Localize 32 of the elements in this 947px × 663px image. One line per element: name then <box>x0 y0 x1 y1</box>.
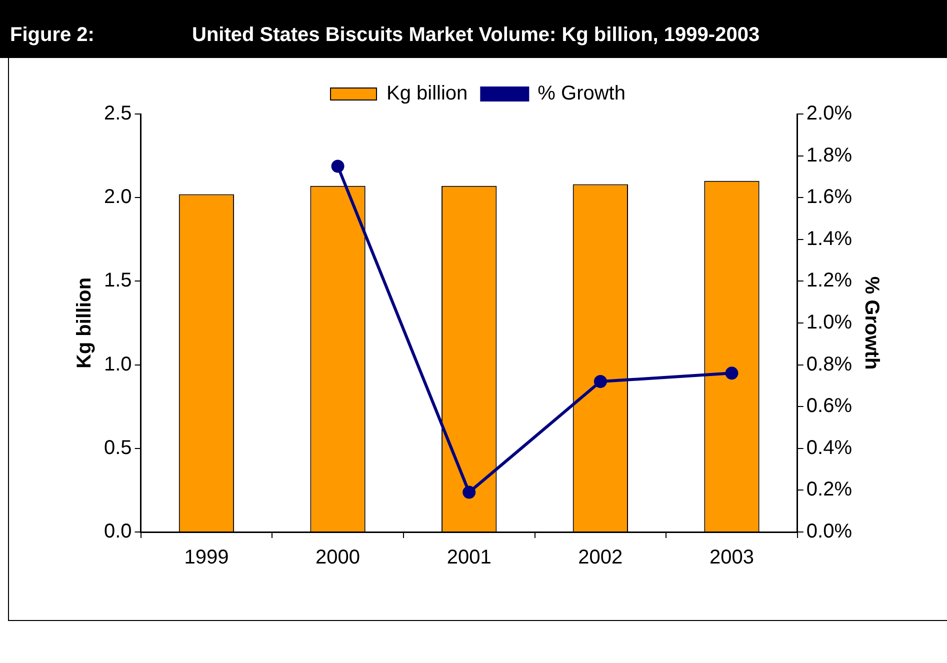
y2-tick-label: 0.8% <box>806 353 852 376</box>
caption: Figure 2: <box>10 24 94 47</box>
y2-tick-label: 0.4% <box>806 436 852 459</box>
point <box>462 486 476 499</box>
y2-tick-label: 1.8% <box>806 144 852 166</box>
point <box>594 375 607 388</box>
legend-label: % Growth <box>538 82 626 105</box>
point <box>725 366 738 380</box>
chart-title: United States Biscuits Market Volume: Kg billion, 1999-2003 <box>192 24 760 47</box>
y2-tick-label: 0.6% <box>806 395 852 418</box>
y-tick-label: 2.5 <box>104 102 132 125</box>
y-tick-label: 2.0 <box>104 186 132 208</box>
y-tick-label: 0.0 <box>104 520 132 543</box>
y2-tick-label: 1.4% <box>806 228 852 250</box>
y2-tick-label: 2.0% <box>806 102 852 125</box>
y-axis-title: Kg billion <box>74 277 96 369</box>
point <box>331 160 344 173</box>
x-tick-label: 2002 <box>578 546 623 569</box>
y-tick-label: 1.0 <box>104 353 132 376</box>
y-tick-label: 1.5 <box>104 270 132 292</box>
x-tick-label: 2001 <box>446 546 492 569</box>
x-tick-label: 2000 <box>316 546 360 569</box>
y2-tick-label: 0.2% <box>806 478 852 501</box>
y2-tick-label: 1.2% <box>806 270 852 292</box>
y-tick-label: 0.5 <box>104 436 132 459</box>
x-tick-label: 1999 <box>184 546 229 569</box>
x-tick-label: 2003 <box>710 546 754 569</box>
legend-label: Kg billion <box>386 82 468 105</box>
y2-tick-label: 0.0% <box>806 520 852 543</box>
y2-axis-title: % Growth <box>860 276 882 370</box>
y2-tick-label: 1.6% <box>806 186 852 208</box>
y2-tick-label: 1.0% <box>806 312 852 334</box>
